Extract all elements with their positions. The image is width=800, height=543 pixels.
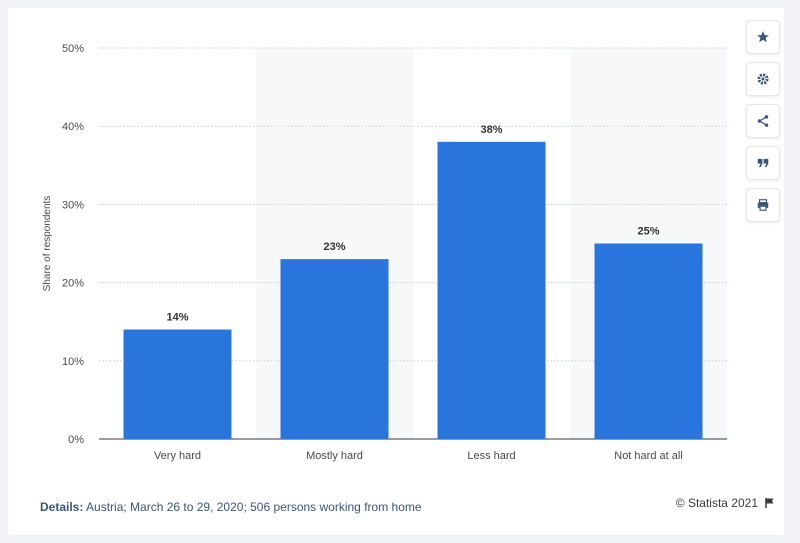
bar [280, 259, 389, 439]
bar-value-label: 14% [166, 312, 188, 324]
gear-icon [757, 73, 769, 85]
flag-icon [765, 498, 774, 508]
y-tick-label: 10% [62, 356, 84, 368]
x-category-label: Very hard [154, 450, 201, 462]
bar-value-label: 25% [637, 226, 659, 238]
details-text: Austria; March 26 to 29, 2020; 506 perso… [86, 500, 422, 514]
settings-button[interactable] [746, 62, 780, 96]
y-tick-label: 30% [62, 199, 84, 211]
y-tick-label: 40% [62, 121, 84, 133]
y-axis-title: Share of respondents [42, 196, 53, 292]
x-category-label: Not hard at all [614, 450, 682, 462]
y-tick-label: 20% [62, 278, 84, 290]
y-tick-label: 50% [62, 43, 84, 55]
print-icon [757, 199, 769, 211]
statista-credit[interactable]: © Statista 2021 [676, 496, 776, 510]
chart-toolbar [746, 20, 782, 230]
chart-card: 0% 10% 20% 30% 40% 50% Share of respondents 14%… [8, 8, 784, 535]
quote-icon [757, 158, 769, 168]
bar [123, 329, 232, 439]
bar [437, 141, 546, 439]
cite-button[interactable] [746, 146, 780, 180]
share-icon [757, 115, 769, 127]
bar-value-label: 23% [323, 241, 345, 253]
share-button[interactable] [746, 104, 780, 138]
bar [594, 243, 703, 439]
print-button[interactable] [746, 188, 780, 222]
star-icon [757, 31, 769, 43]
x-category-label: Less hard [467, 450, 515, 462]
x-category-label: Mostly hard [306, 450, 363, 462]
favorite-button[interactable] [746, 20, 780, 54]
credit-text: © Statista 2021 [675, 496, 758, 510]
details-label: Details: [40, 500, 84, 514]
y-tick-label: 0% [68, 434, 84, 446]
bar-chart: 0% 10% 20% 30% 40% 50% Share of respondents 14%… [42, 43, 727, 462]
bar-value-label: 38% [480, 124, 502, 136]
chart-details: Details: Austria; March 26 to 29, 2020; … [40, 500, 422, 514]
